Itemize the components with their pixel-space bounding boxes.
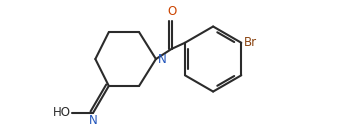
Text: N: N xyxy=(158,52,166,66)
Text: O: O xyxy=(167,5,176,18)
Text: N: N xyxy=(89,114,98,127)
Text: HO: HO xyxy=(53,106,71,119)
Text: Br: Br xyxy=(244,36,257,49)
